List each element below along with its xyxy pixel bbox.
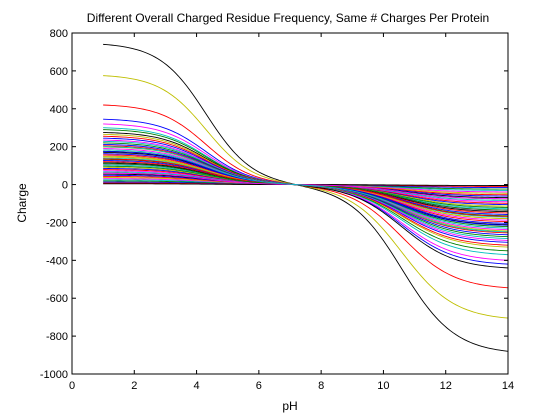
series-line-53 bbox=[103, 172, 508, 200]
x-tick-label: 8 bbox=[318, 380, 324, 392]
chart-title: Different Overall Charged Residue Freque… bbox=[87, 11, 489, 25]
series-line-54 bbox=[103, 146, 508, 233]
y-tick-label: 800 bbox=[50, 28, 68, 40]
x-tick-label: 14 bbox=[502, 380, 514, 392]
plot-axes-box bbox=[71, 32, 509, 375]
y-tick-label: -1000 bbox=[40, 369, 68, 381]
y-axis-label: Charge bbox=[15, 183, 29, 223]
x-axis-label: pH bbox=[282, 399, 297, 413]
series-line-7 bbox=[103, 132, 508, 269]
x-tick-label: 4 bbox=[194, 380, 200, 392]
x-tick-label: 2 bbox=[131, 380, 137, 392]
y-tick-label: -400 bbox=[46, 255, 68, 267]
y-tick-label: 200 bbox=[50, 142, 68, 154]
y-tick-label: -200 bbox=[46, 217, 68, 229]
y-tick-label: 600 bbox=[50, 66, 68, 78]
y-tick-label: 0 bbox=[62, 180, 68, 192]
y-tick-label: -600 bbox=[46, 293, 68, 305]
x-tick-label: 12 bbox=[440, 380, 452, 392]
x-tick-label: 10 bbox=[377, 380, 389, 392]
series-group bbox=[103, 43, 508, 352]
x-tick-label: 0 bbox=[69, 380, 75, 392]
x-ticks: 0 2 4 6 8 10 12 14 bbox=[69, 33, 514, 392]
x-tick-label: 6 bbox=[256, 380, 262, 392]
y-ticks: -1000 -800 -600 -400 -200 0 200 400 600 800 bbox=[40, 28, 508, 381]
y-tick-label: -800 bbox=[46, 331, 68, 343]
y-tick-label: 400 bbox=[50, 104, 68, 116]
